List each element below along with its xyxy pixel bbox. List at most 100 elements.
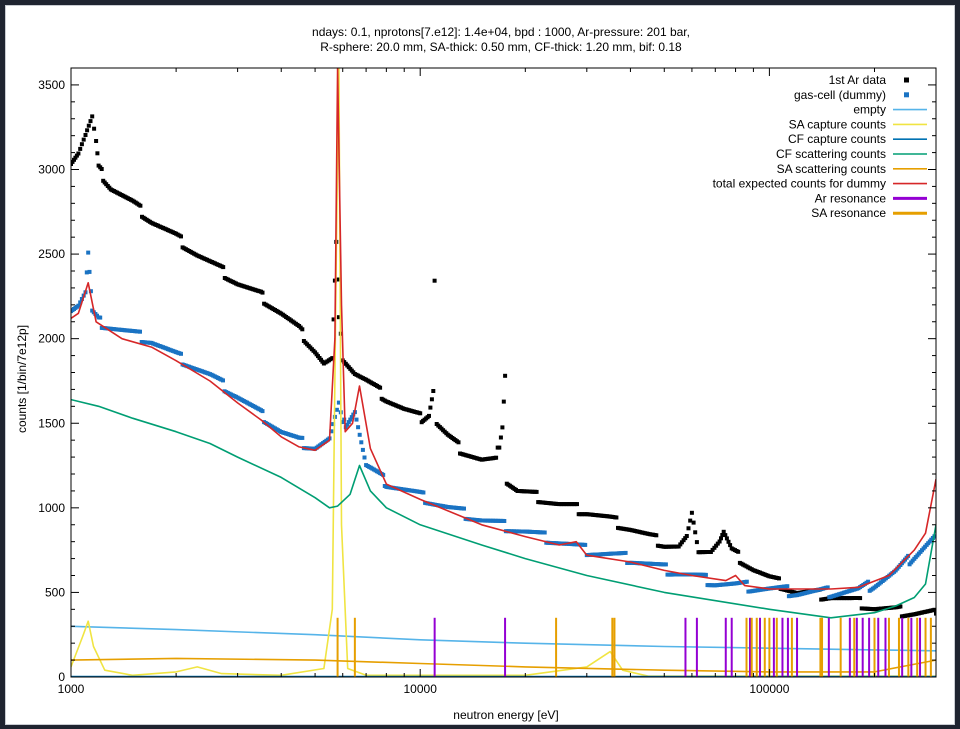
data-point-1st-ar-data — [736, 549, 741, 554]
data-point-1st-ar-data — [654, 533, 659, 538]
data-point-1st-ar-data — [73, 155, 78, 160]
data-point-1st-ar-data — [501, 399, 506, 404]
data-point-1st-ar-data — [614, 515, 619, 520]
data-point-1st-ar-data — [378, 385, 383, 390]
data-point-1st-ar-data — [427, 413, 431, 418]
legend-label-gas-cell-dummy: gas-cell (dummy) — [794, 88, 886, 102]
data-point-gas-cell-dummy — [825, 585, 830, 590]
y-tick-label: 3000 — [38, 163, 65, 177]
data-point-gas-cell-dummy — [79, 297, 84, 301]
data-point-gas-cell-dummy — [340, 420, 345, 425]
data-point-1st-ar-data — [494, 455, 499, 460]
data-point-gas-cell-dummy — [179, 351, 183, 356]
data-point-1st-ar-data — [717, 539, 722, 544]
data-point-gas-cell-dummy — [88, 289, 93, 294]
data-point-1st-ar-data — [575, 502, 579, 507]
data-point-gas-cell-dummy — [336, 400, 341, 405]
data-point-1st-ar-data — [86, 123, 91, 128]
data-point-1st-ar-data — [90, 114, 95, 119]
data-point-1st-ar-data — [691, 520, 696, 525]
data-point-1st-ar-data — [72, 157, 76, 162]
data-point-1st-ar-data — [300, 327, 305, 332]
legend-label-empty: empty — [853, 103, 886, 117]
chart-subtitle: R-sphere: 20.0 mm, SA-thick: 0.50 mm, CF… — [320, 40, 682, 54]
data-point-gas-cell-dummy — [502, 519, 507, 523]
chart-title: ndays: 0.1, nprotons[7.e12]: 1.4e+04, bp… — [312, 25, 690, 39]
data-point-1st-ar-data — [330, 356, 335, 361]
data-point-gas-cell-dummy — [346, 420, 351, 425]
data-point-1st-ar-data — [858, 596, 863, 601]
data-point-gas-cell-dummy — [357, 432, 362, 437]
data-point-1st-ar-data — [684, 534, 689, 538]
y-tick-label: 3500 — [38, 78, 65, 92]
data-point-gas-cell-dummy — [86, 250, 91, 255]
y-tick-label: 0 — [58, 670, 65, 684]
data-point-gas-cell-dummy — [542, 530, 547, 535]
series-line-cf-scattering-counts — [71, 398, 936, 619]
legend-label-sa-capture-counts: SA capture counts — [789, 117, 886, 131]
plot-area — [71, 68, 936, 677]
data-point-1st-ar-data — [686, 526, 691, 531]
data-point-1st-ar-data — [81, 137, 86, 142]
series-line-sa-capture-counts — [71, 68, 936, 677]
data-point-1st-ar-data — [99, 167, 104, 171]
data-point-gas-cell-dummy — [78, 300, 83, 305]
data-point-1st-ar-data — [777, 576, 781, 581]
data-point-gas-cell-dummy — [356, 425, 361, 430]
data-point-gas-cell-dummy — [462, 506, 466, 511]
legend-swatch-gas-cell-dummy — [904, 92, 909, 98]
data-point-1st-ar-data — [92, 126, 97, 131]
data-point-1st-ar-data — [179, 234, 183, 239]
data-point-1st-ar-data — [678, 542, 683, 547]
data-point-gas-cell-dummy — [331, 422, 336, 427]
data-point-1st-ar-data — [710, 547, 715, 552]
x-tick-label: 100000 — [749, 682, 789, 696]
data-point-1st-ar-data — [715, 541, 720, 546]
data-point-1st-ar-data — [71, 162, 73, 166]
data-point-gas-cell-dummy — [362, 455, 367, 460]
data-point-gas-cell-dummy — [360, 447, 365, 452]
x-tick-label: 10000 — [404, 682, 438, 696]
data-point-gas-cell-dummy — [866, 579, 871, 584]
data-point-1st-ar-data — [714, 543, 719, 548]
data-point-1st-ar-data — [688, 518, 693, 523]
data-point-1st-ar-data — [428, 405, 433, 410]
data-point-1st-ar-data — [721, 529, 726, 534]
data-point-gas-cell-dummy — [329, 429, 334, 434]
data-point-1st-ar-data — [429, 397, 434, 402]
y-tick-label: 1500 — [38, 416, 65, 430]
plot-window: ndays: 0.1, nprotons[7.e12]: 1.4e+04, bp… — [5, 5, 955, 725]
data-point-1st-ar-data — [898, 604, 903, 609]
data-point-gas-cell-dummy — [381, 472, 386, 477]
legend-label-sa-resonance: SA resonance — [811, 206, 886, 220]
data-point-gas-cell-dummy — [221, 378, 225, 383]
data-point-1st-ar-data — [95, 151, 100, 156]
data-point-1st-ar-data — [138, 203, 143, 208]
data-point-gas-cell-dummy — [345, 422, 350, 427]
data-point-1st-ar-data — [723, 533, 728, 538]
data-point-1st-ar-data — [503, 373, 508, 378]
data-point-1st-ar-data — [78, 146, 83, 151]
data-point-1st-ar-data — [497, 445, 502, 450]
data-point-1st-ar-data — [336, 315, 341, 320]
data-point-gas-cell-dummy — [351, 412, 356, 417]
data-point-gas-cell-dummy — [84, 270, 89, 275]
data-point-gas-cell-dummy — [349, 415, 354, 420]
data-point-gas-cell-dummy — [663, 562, 668, 567]
data-point-1st-ar-data — [726, 539, 731, 544]
data-point-1st-ar-data — [71, 159, 75, 164]
data-point-gas-cell-dummy — [703, 572, 708, 577]
legend-label-1st-ar-data: 1st Ar data — [829, 73, 887, 87]
data-point-1st-ar-data — [431, 389, 436, 393]
data-point-gas-cell-dummy — [300, 435, 305, 440]
data-point-gas-cell-dummy — [785, 584, 790, 589]
data-point-gas-cell-dummy — [354, 417, 359, 422]
data-point-1st-ar-data — [498, 435, 503, 440]
data-point-1st-ar-data — [708, 550, 713, 554]
data-point-1st-ar-data — [719, 536, 723, 541]
data-point-gas-cell-dummy — [934, 534, 936, 539]
data-point-1st-ar-data — [335, 277, 340, 282]
data-point-gas-cell-dummy — [623, 550, 628, 555]
data-point-1st-ar-data — [221, 265, 226, 270]
